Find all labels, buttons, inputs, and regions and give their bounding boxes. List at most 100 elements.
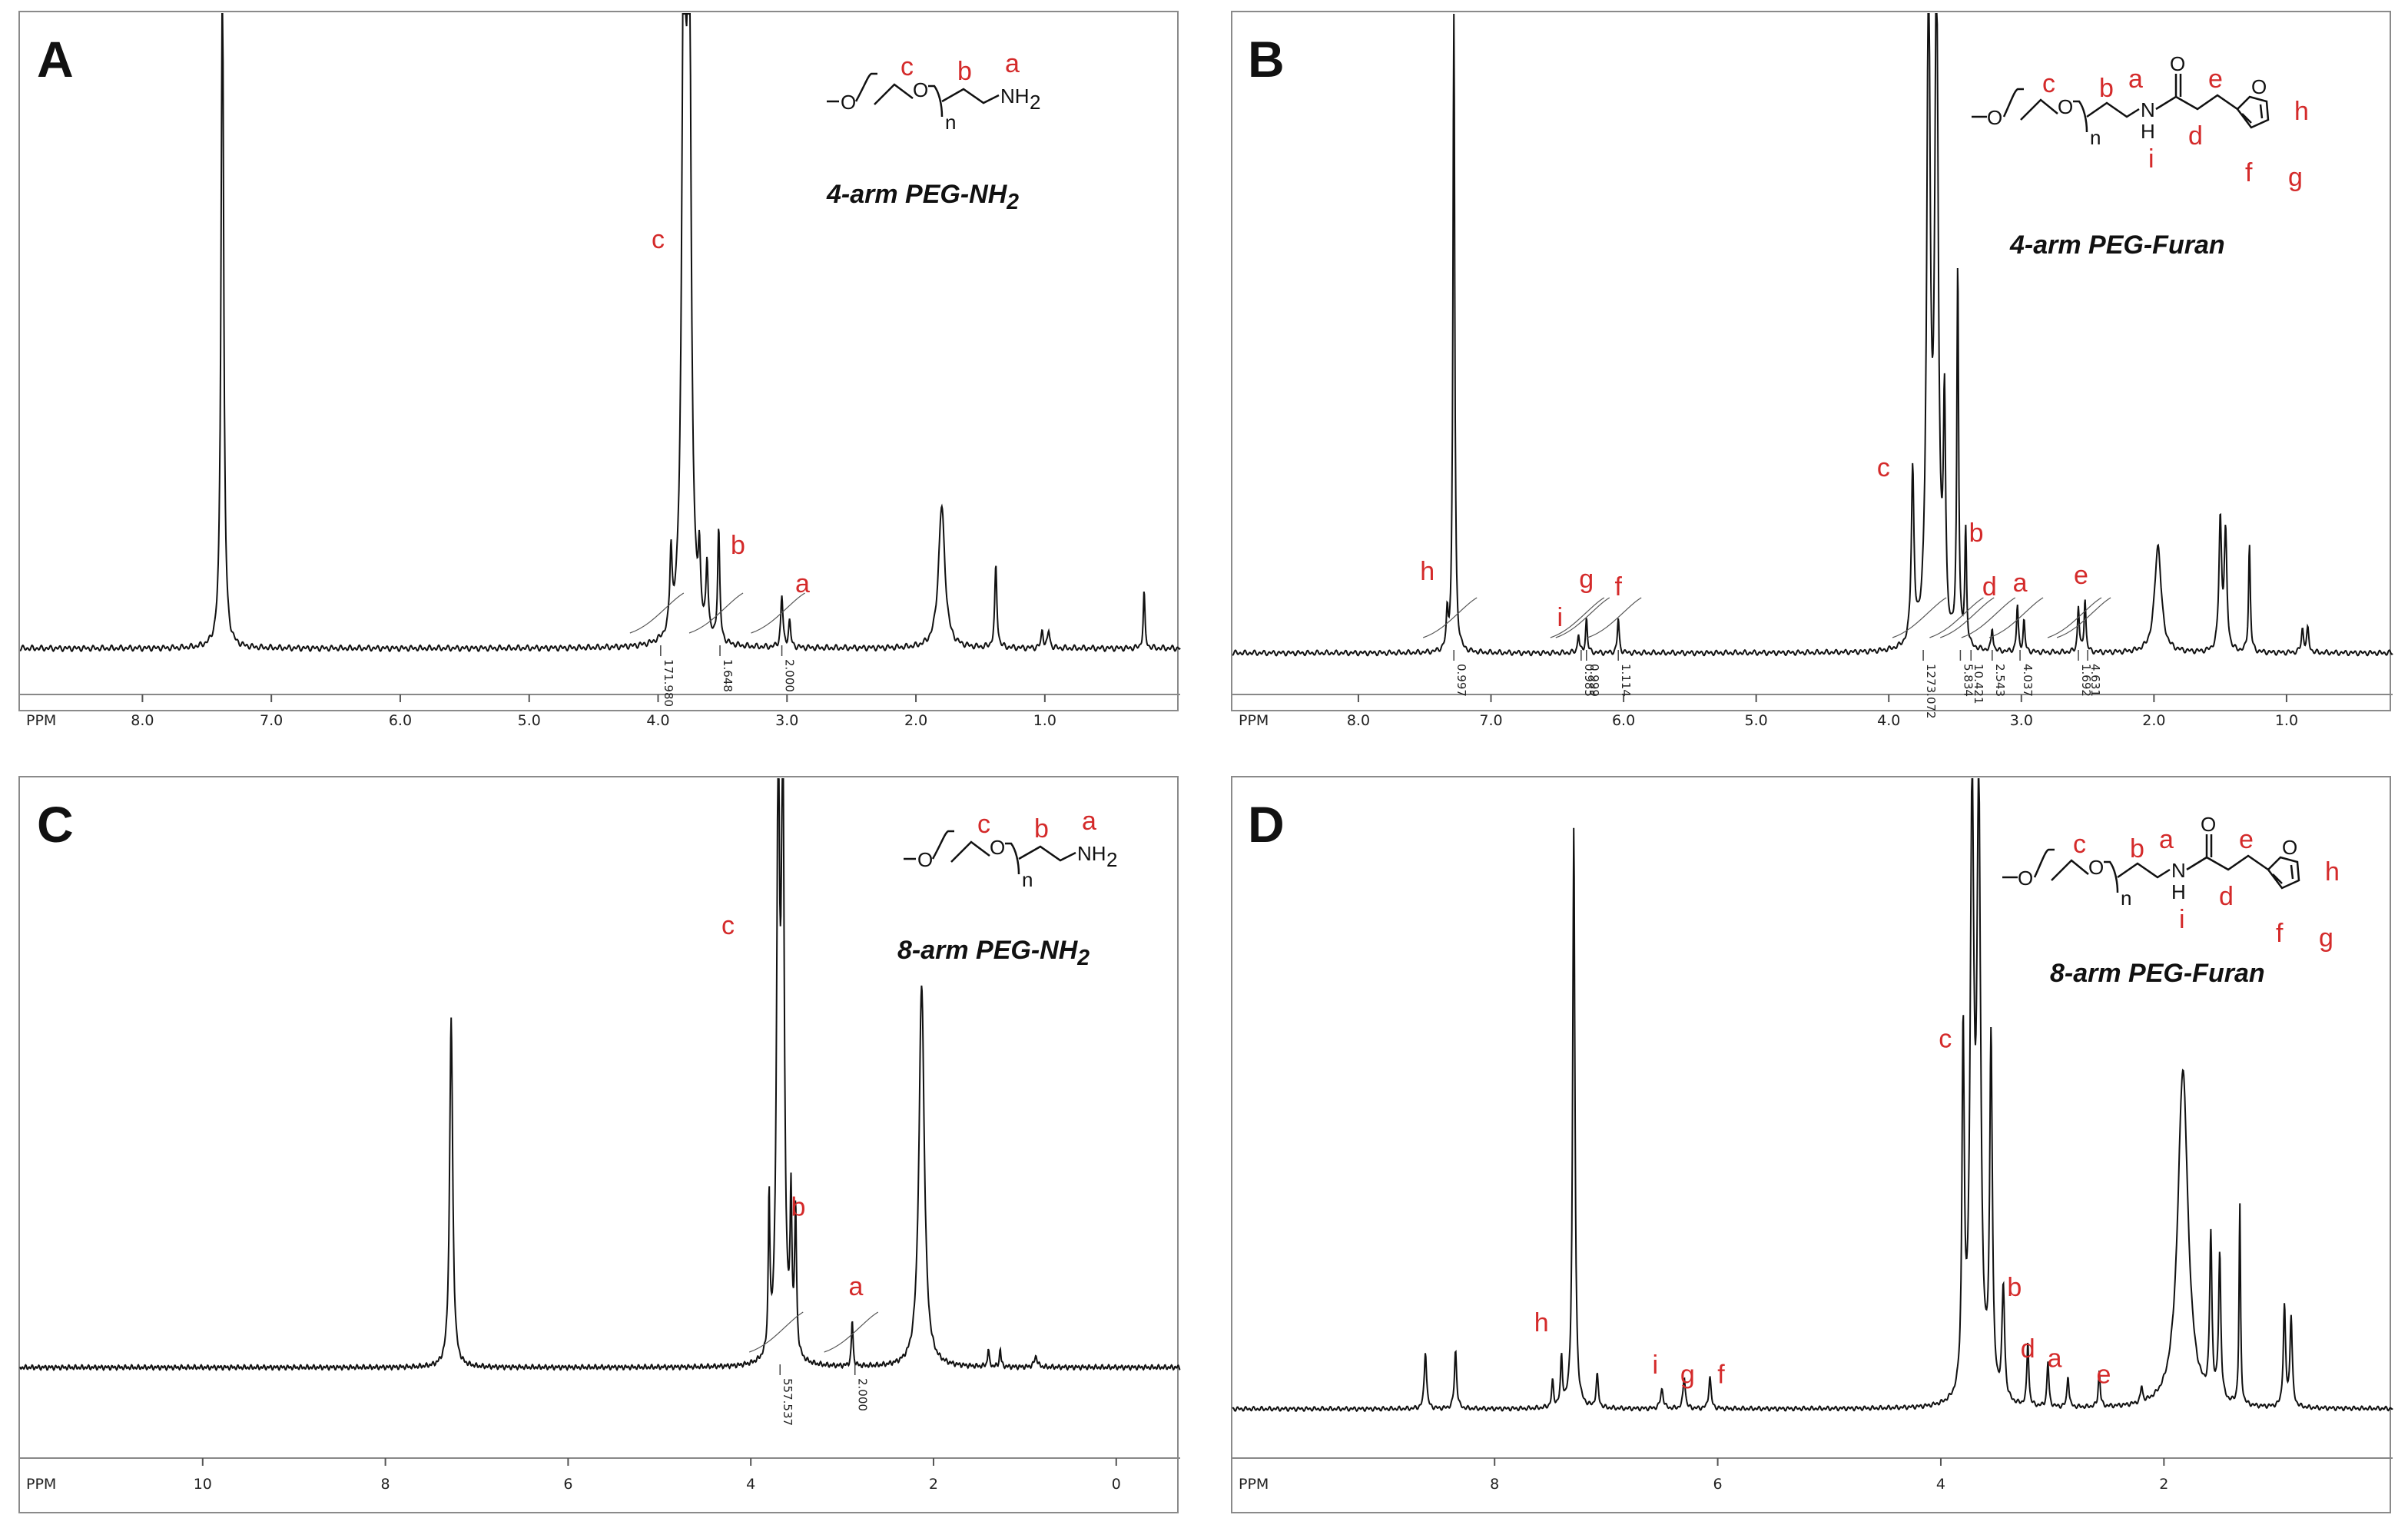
spectrum-b: PPM 8.0 7.0 6.0 5.0 4.0 3.0 2.0 1.0 0.997 0.9850.9… bbox=[1232, 13, 2393, 729]
struct-label-e: e bbox=[2239, 825, 2254, 854]
structure-a: O On NH 2 c b a bbox=[827, 49, 1040, 134]
peak-label-c-a: a bbox=[848, 1272, 863, 1301]
x-tick-label-a-5: 3.0 bbox=[775, 712, 798, 729]
furan-oxygen: O bbox=[2251, 75, 2267, 98]
integration-value-c-0: 557.537 bbox=[781, 1378, 794, 1426]
struct-label-c: c bbox=[901, 52, 914, 81]
integration-value-b-2: 0.999 bbox=[1587, 664, 1601, 697]
x-tick-label-a-0: 8.0 bbox=[131, 712, 154, 729]
x-tick-label-c-4: 2 bbox=[929, 1476, 938, 1493]
integral-curve-c-1 bbox=[824, 1311, 879, 1353]
x-tick-label-c-0: 10 bbox=[194, 1476, 212, 1493]
integration-value-b-1: 0.985 bbox=[1582, 664, 1596, 697]
integral-curve-a-2 bbox=[751, 592, 805, 634]
struct-label-b: b bbox=[2130, 834, 2144, 863]
struct-label-i: i bbox=[2179, 905, 2185, 934]
peak-label-d-b: b bbox=[2007, 1273, 2022, 1302]
struct-label-b: b bbox=[1034, 814, 1049, 844]
x-tick-label-c-3: 4 bbox=[746, 1476, 755, 1493]
integral-curve-c-0 bbox=[749, 1311, 804, 1353]
open-paren bbox=[2002, 88, 2024, 118]
peak-label-d-g: g bbox=[1680, 1360, 1695, 1389]
carbonyl-oxygen: O bbox=[2170, 52, 2185, 75]
close-paren bbox=[2104, 860, 2119, 893]
x-tick-label-a-1: 7.0 bbox=[260, 712, 283, 729]
peak-label-b-e: e bbox=[2074, 561, 2088, 590]
integration-value-b-7: 2.543 bbox=[1993, 664, 2007, 697]
peak-label-d-a: a bbox=[2048, 1344, 2062, 1373]
close-paren bbox=[2073, 100, 2088, 133]
x-tick-label-b-4: 4.0 bbox=[1877, 712, 1900, 729]
struct-label-g: g bbox=[2288, 163, 2303, 192]
struct-label-i: i bbox=[2148, 144, 2154, 174]
panel-title-c: 8-arm PEG-NH2 bbox=[897, 936, 1090, 971]
panel-title-b: 4-arm PEG-Furan bbox=[2010, 230, 2225, 260]
integration-value-a-0: 171.980 bbox=[662, 659, 675, 707]
title-text-d: 8-arm PEG-Furan bbox=[2050, 959, 2265, 988]
peak-label-d-h: h bbox=[1534, 1308, 1549, 1337]
repeat-n: n bbox=[2090, 126, 2101, 149]
oxygen-atom-2: O bbox=[913, 78, 928, 101]
peak-label-a-a: a bbox=[795, 569, 810, 598]
integration-value-c-1: 2.000 bbox=[856, 1378, 870, 1411]
x-axis-label-d: PPM bbox=[1239, 1476, 1269, 1493]
integral-curve-b-4 bbox=[1892, 597, 1947, 638]
integration-value-b-0: 0.997 bbox=[1454, 664, 1468, 697]
struct-label-b: b bbox=[957, 57, 972, 86]
integral-curve-b-1 bbox=[1550, 597, 1605, 638]
integration-value-b-9: 1.692 bbox=[2079, 664, 2093, 697]
oxygen-atom-2: O bbox=[2088, 856, 2104, 879]
struct-label-d: d bbox=[2219, 882, 2234, 911]
struct-label-a: a bbox=[2128, 65, 2143, 94]
x-tick-label-c-2: 6 bbox=[563, 1476, 572, 1493]
amine-group: NH bbox=[1077, 842, 1106, 865]
ethylene-bond bbox=[950, 840, 990, 863]
integral-curve-b-8 bbox=[1988, 597, 2044, 638]
integral-curve-b-0 bbox=[1423, 597, 1478, 638]
x-axis-label-c: PPM bbox=[26, 1476, 56, 1493]
peak-label-c-c: c bbox=[721, 911, 735, 940]
x-tick-label-c-5: 0 bbox=[1112, 1476, 1121, 1493]
nitrogen-h: H bbox=[2171, 880, 2186, 903]
struct-label-a: a bbox=[2159, 825, 2174, 854]
oxygen-atom: O bbox=[2018, 867, 2033, 890]
close-paren bbox=[1005, 842, 1020, 875]
oxygen-atom: O bbox=[1987, 106, 2002, 129]
open-paren bbox=[2033, 848, 2055, 878]
furan-ring bbox=[2267, 856, 2300, 890]
x-tick-label-b-7: 1.0 bbox=[2275, 712, 2298, 729]
struct-label-c: c bbox=[2073, 830, 2086, 859]
oxygen-atom-2: O bbox=[990, 836, 1005, 859]
panel-label-c: C bbox=[37, 796, 74, 853]
x-tick-label-b-0: 8.0 bbox=[1347, 712, 1370, 729]
repeat-n: n bbox=[2121, 887, 2131, 910]
x-tick-label-d-0: 8 bbox=[1490, 1476, 1499, 1493]
x-tick-label-a-3: 5.0 bbox=[518, 712, 541, 729]
structure-c: O On NH 2 c b a bbox=[904, 807, 1117, 891]
integration-value-b-4: 1273.072 bbox=[1924, 664, 1938, 719]
x-tick-label-a-4: 4.0 bbox=[646, 712, 669, 729]
peak-label-b-c: c bbox=[1877, 453, 1890, 482]
amine-subscript: 2 bbox=[1106, 848, 1117, 871]
close-paren bbox=[928, 85, 944, 118]
integration-value-b-8: 4.037 bbox=[2021, 664, 2035, 697]
peak-label-c-b: b bbox=[791, 1193, 806, 1222]
panel-title-d: 8-arm PEG-Furan bbox=[2050, 959, 2265, 989]
peak-label-d-d: d bbox=[2021, 1334, 2035, 1364]
struct-label-c: c bbox=[977, 810, 990, 839]
peak-label-d-e: e bbox=[2096, 1360, 2111, 1389]
struct-label-c: c bbox=[2042, 69, 2055, 98]
integral-curve-b-5 bbox=[1929, 597, 1984, 638]
struct-label-a: a bbox=[1005, 49, 1020, 78]
struct-label-b: b bbox=[2099, 74, 2114, 103]
integral-curve-a-0 bbox=[629, 592, 685, 634]
x-tick-label-b-2: 6.0 bbox=[1612, 712, 1635, 729]
panel-a: PPM 8.0 7.0 6.0 5.0 4.0 3.0 2.0 1.0 171.980 1.648 2… bbox=[18, 11, 1181, 729]
spectrum-line-a bbox=[19, 13, 1181, 653]
integration-value-b-6: 10.421 bbox=[1972, 664, 1985, 704]
amide-chain bbox=[2086, 101, 2140, 118]
ethylene-bond bbox=[2051, 859, 2089, 881]
x-tick-label-b-1: 7.0 bbox=[1479, 712, 1502, 729]
